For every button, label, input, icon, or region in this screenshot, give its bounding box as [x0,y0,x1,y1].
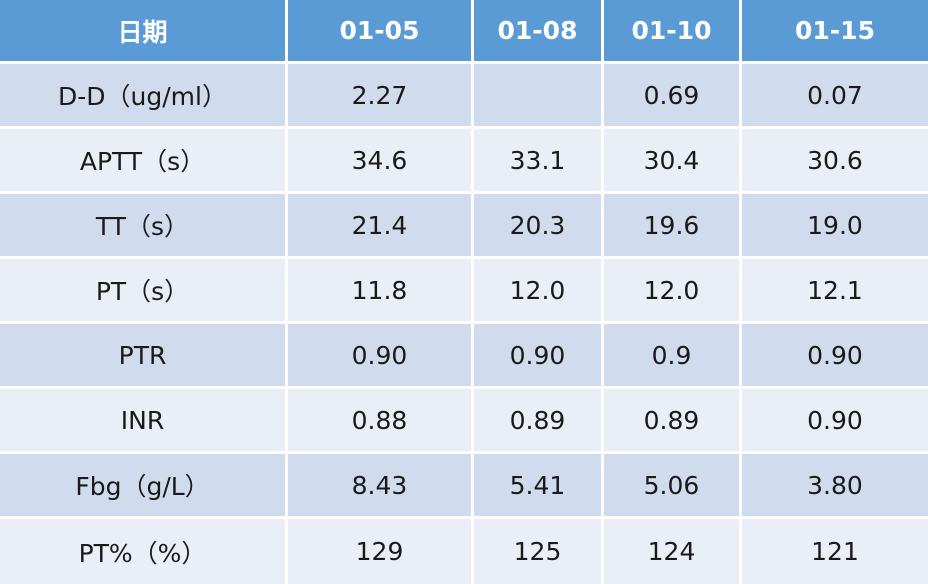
table-cell: 20.3 [474,194,604,259]
row-label: APTT（s） [0,129,288,194]
row-label: PTR [0,324,288,389]
table-row: TT（s） 21.4 20.3 19.6 19.0 [0,194,928,259]
row-label: INR [0,389,288,454]
header-cell-01-15: 01-15 [742,0,928,64]
table-header: 日期 01-05 01-08 01-10 01-15 [0,0,928,64]
table-row: PT（s） 11.8 12.0 12.0 12.1 [0,259,928,324]
row-label: TT（s） [0,194,288,259]
table-cell: 121 [742,519,928,584]
row-label: Fbg（g/L） [0,454,288,519]
table-cell: 3.80 [742,454,928,519]
table-cell: 34.6 [288,129,474,194]
header-row: 日期 01-05 01-08 01-10 01-15 [0,0,928,64]
table-cell: 12.0 [604,259,742,324]
table-cell: 0.07 [742,64,928,129]
table-cell: 0.90 [474,324,604,389]
table-cell: 11.8 [288,259,474,324]
table-cell: 30.4 [604,129,742,194]
table-cell: 0.90 [742,389,928,454]
header-cell-date: 日期 [0,0,288,64]
table-cell: 2.27 [288,64,474,129]
table-cell: 5.06 [604,454,742,519]
table-row: INR 0.88 0.89 0.89 0.90 [0,389,928,454]
table-cell: 124 [604,519,742,584]
table-cell: 129 [288,519,474,584]
table-row: PT%（%） 129 125 124 121 [0,519,928,584]
row-label: PT%（%） [0,519,288,584]
header-cell-01-10: 01-10 [604,0,742,64]
table-cell: 33.1 [474,129,604,194]
table-cell [474,64,604,129]
table-cell: 0.69 [604,64,742,129]
table-cell: 12.1 [742,259,928,324]
header-cell-01-05: 01-05 [288,0,474,64]
table-cell: 19.0 [742,194,928,259]
table-cell: 12.0 [474,259,604,324]
table-body: D-D（ug/ml） 2.27 0.69 0.07 APTT（s） 34.6 3… [0,64,928,584]
table-cell: 21.4 [288,194,474,259]
table-cell: 30.6 [742,129,928,194]
table-cell: 0.90 [742,324,928,389]
row-label: D-D（ug/ml） [0,64,288,129]
row-label: PT（s） [0,259,288,324]
table-cell: 0.90 [288,324,474,389]
table-row: APTT（s） 34.6 33.1 30.4 30.6 [0,129,928,194]
table-cell: 19.6 [604,194,742,259]
table-cell: 0.89 [604,389,742,454]
table-cell: 0.9 [604,324,742,389]
table-row: Fbg（g/L） 8.43 5.41 5.06 3.80 [0,454,928,519]
header-cell-01-08: 01-08 [474,0,604,64]
table-cell: 5.41 [474,454,604,519]
table-cell: 0.88 [288,389,474,454]
table-row: D-D（ug/ml） 2.27 0.69 0.07 [0,64,928,129]
table-cell: 0.89 [474,389,604,454]
table-cell: 125 [474,519,604,584]
table-row: PTR 0.90 0.90 0.9 0.90 [0,324,928,389]
table-cell: 8.43 [288,454,474,519]
